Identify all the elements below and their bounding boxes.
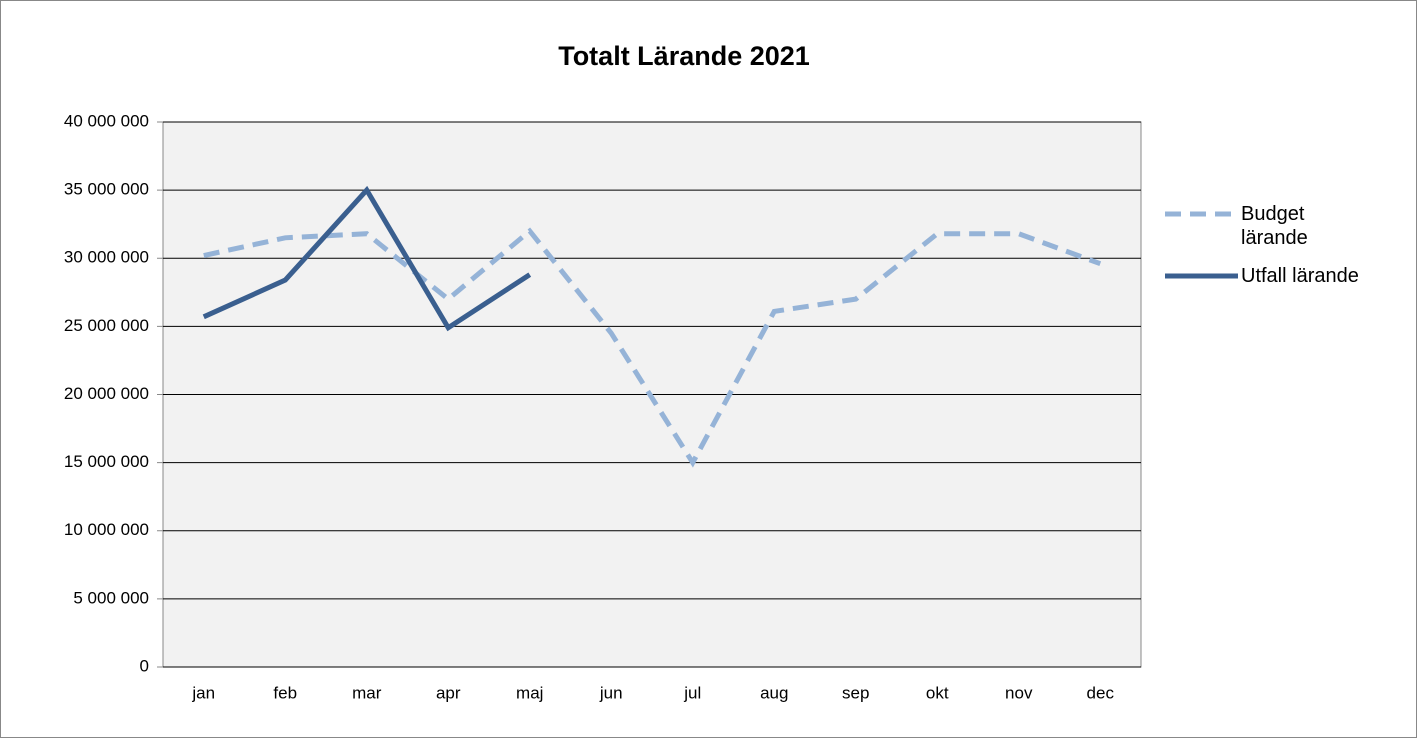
x-tick-label: jul: [683, 683, 701, 702]
y-tick-label: 15 000 000: [64, 452, 149, 471]
y-tick-label: 0: [140, 656, 149, 675]
x-tick-label: sep: [842, 683, 869, 702]
y-tick-label: 25 000 000: [64, 316, 149, 335]
x-tick-label: maj: [516, 683, 543, 702]
y-tick-label: 35 000 000: [64, 180, 149, 199]
series-line: [202, 185, 532, 332]
y-tick-label: 20 000 000: [64, 384, 149, 403]
x-tick-label: nov: [1005, 683, 1033, 702]
y-tick-label: 5 000 000: [73, 588, 149, 607]
x-tick-label: apr: [436, 683, 461, 702]
legend-label: Utfall lärande: [1241, 265, 1359, 287]
x-tick-label: jun: [599, 683, 623, 702]
x-tick-label: jan: [191, 683, 215, 702]
chart-title: Totalt Lärande 2021: [558, 41, 810, 71]
x-tick-label: dec: [1087, 683, 1115, 702]
y-tick-label: 40 000 000: [64, 111, 149, 130]
x-tick-label: okt: [926, 683, 949, 702]
legend-label: Budget lärande: [1241, 203, 1308, 249]
x-tick-label: mar: [352, 683, 382, 702]
series-line: [203, 227, 1102, 468]
y-tick-label: 10 000 000: [64, 520, 149, 539]
x-tick-label: aug: [760, 683, 788, 702]
y-tick-label: 30 000 000: [64, 248, 149, 267]
x-tick-label: feb: [273, 683, 297, 702]
